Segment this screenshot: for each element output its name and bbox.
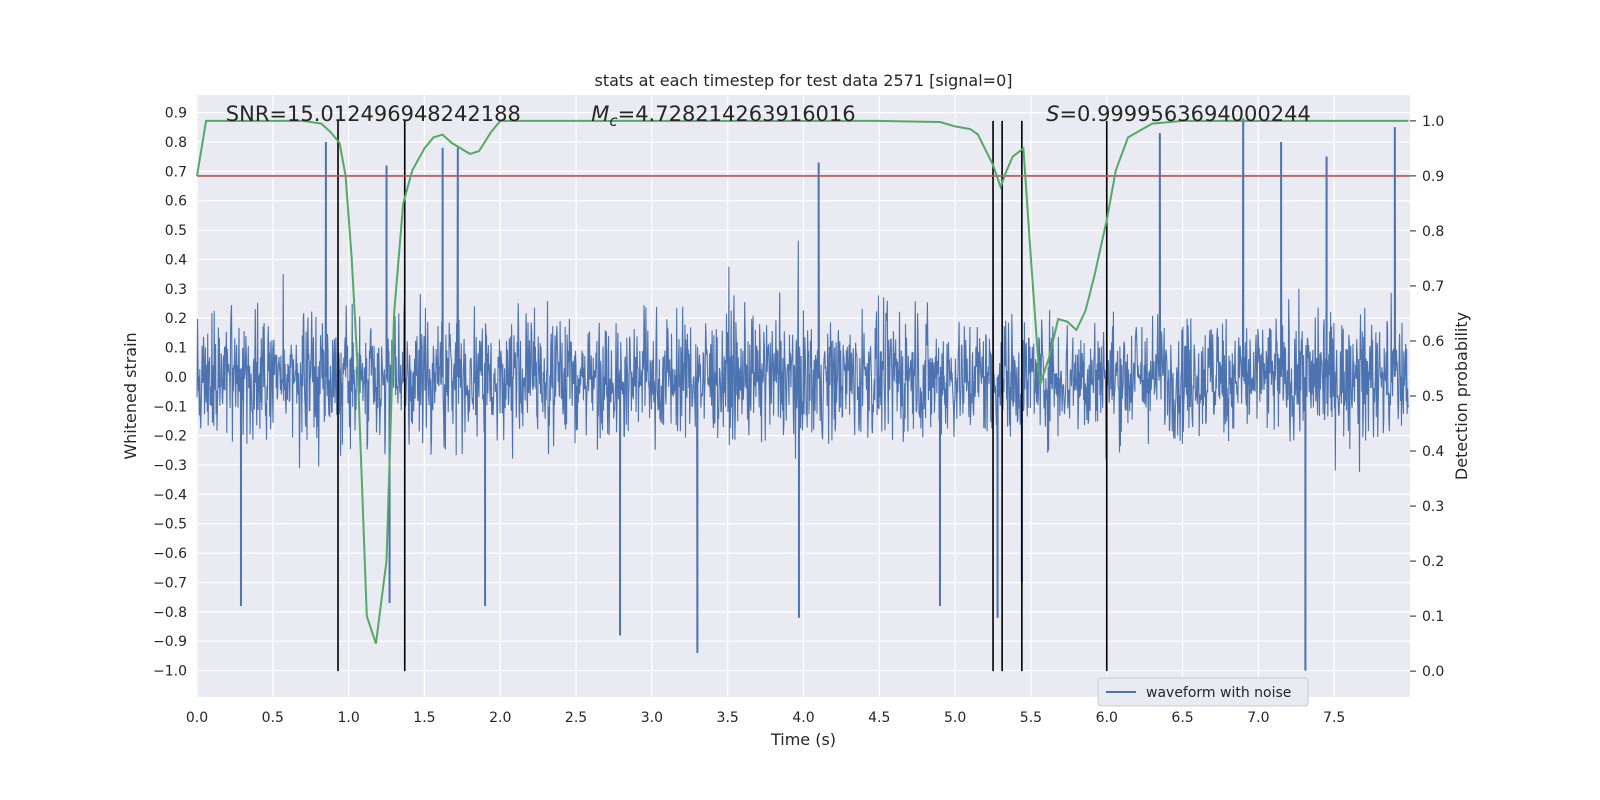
annotations: SNR=15.012496948242188 Mc=4.7282142639160… [226, 102, 1311, 130]
y-tick-label: −0.5 [153, 517, 187, 533]
x-tick-label: 2.5 [565, 710, 587, 726]
x-tick-label: 5.5 [1020, 710, 1042, 726]
y-tick-label: 0.5 [165, 223, 187, 239]
x-tick-label: 0.5 [262, 710, 284, 726]
stat-annotation: Mc=4.728214263916016 [591, 102, 855, 130]
stat-annotation: SNR=15.012496948242188 [226, 102, 521, 126]
legend: waveform with noise [1097, 677, 1309, 707]
x-tick-label: 4.5 [868, 710, 890, 726]
y2-tick-label: 0.6 [1422, 334, 1444, 350]
y2-tick-label: 1.0 [1422, 114, 1444, 130]
waveform-line [196, 118, 1410, 671]
x-tick-label: 7.5 [1323, 710, 1345, 726]
x-tick-label: 6.0 [1096, 710, 1118, 726]
y-tick-label: −0.2 [153, 429, 187, 445]
y2-axis-label: Detection probability [1452, 312, 1471, 480]
y-tick-label: 0.6 [165, 194, 187, 210]
legend-box [1097, 677, 1309, 707]
probability-line [196, 119, 1409, 644]
y2-tick-label: 0.9 [1422, 169, 1444, 185]
x-tick-label: 3.5 [717, 710, 739, 726]
y-tick-label: 0.3 [165, 282, 187, 298]
y2-tick-label: 0.8 [1422, 224, 1444, 240]
y2-tick-label: 0.7 [1422, 279, 1444, 295]
y-tick-label: −0.3 [153, 458, 187, 474]
y-tick-label: −0.1 [153, 399, 187, 415]
x-axis-label: Time (s) [770, 730, 836, 749]
x-tick-label: 1.5 [413, 710, 435, 726]
y-tick-label: −1.0 [153, 664, 187, 680]
y2-axis-ticks: 0.0 0.1 0.2 0.3 0.4 0.5 0.6 0.7 0.8 0.9 1.0 [1410, 114, 1444, 680]
legend-label: waveform with noise [1146, 685, 1291, 701]
probability-series [196, 119, 1409, 644]
y-tick-label: 0.7 [165, 164, 187, 180]
vertical-markers [337, 120, 1108, 672]
y2-tick-label: 0.0 [1422, 664, 1444, 680]
x-tick-label: 4.0 [792, 710, 814, 726]
y2-tick-label: 0.4 [1422, 444, 1444, 460]
y-tick-label: −0.8 [153, 605, 187, 621]
y-tick-label: 0.0 [165, 370, 187, 386]
y-tick-label: −0.4 [153, 487, 187, 503]
x-tick-label: 2.0 [489, 710, 511, 726]
y2-tick-label: 0.5 [1422, 389, 1444, 405]
stat-annotation: S=0.9999563694000244 [1046, 102, 1311, 126]
y-axis-ticks: −1.0 −0.9 −0.8 −0.7 −0.6 −0.5 −0.4 −0.3 −0.2 −0.1… [153, 106, 187, 680]
x-tick-label: 1.0 [337, 710, 359, 726]
x-tick-label: 6.5 [1171, 710, 1193, 726]
y-tick-label: −0.9 [153, 634, 187, 650]
y-tick-label: 0.9 [165, 106, 187, 122]
y-tick-label: 0.8 [165, 135, 187, 151]
y2-tick-label: 0.3 [1422, 499, 1444, 515]
y2-tick-label: 0.1 [1422, 609, 1444, 625]
chart-title: stats at each timestep for test data 257… [594, 71, 1012, 90]
x-tick-label: 0.0 [186, 710, 208, 726]
y-tick-label: 0.2 [165, 311, 187, 327]
x-tick-label: 5.0 [944, 710, 966, 726]
x-tick-label: 3.0 [641, 710, 663, 726]
y-axis-label: Whitened strain [121, 332, 140, 459]
y-tick-label: 0.4 [165, 252, 187, 268]
y-tick-label: 0.1 [165, 341, 187, 357]
waveform-series [196, 118, 1410, 671]
x-axis-ticks: 0.0 0.5 1.0 1.5 2.0 2.5 3.0 3.5 4.0 4.5 5.0 5.5 6.0 6… [186, 710, 1345, 726]
x-tick-label: 7.0 [1247, 710, 1269, 726]
y-tick-label: −0.7 [153, 575, 187, 591]
y2-tick-label: 0.2 [1422, 554, 1444, 570]
y-tick-label: −0.6 [153, 546, 187, 562]
